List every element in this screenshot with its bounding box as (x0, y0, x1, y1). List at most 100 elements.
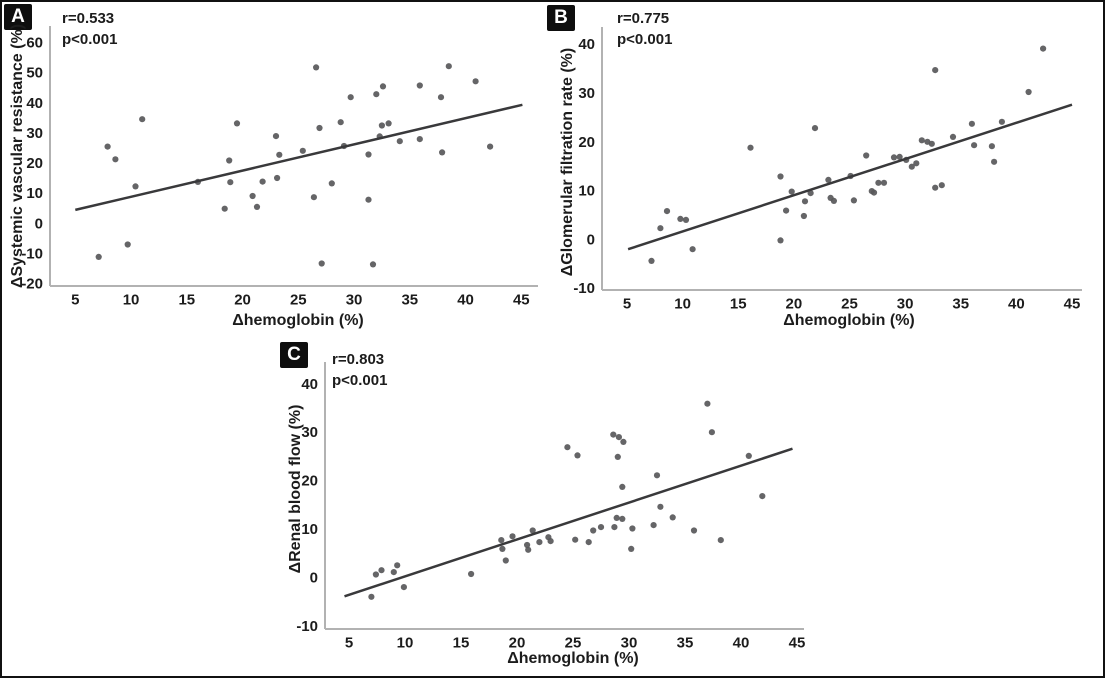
data-point (337, 119, 344, 126)
data-point (663, 208, 671, 215)
data-point (328, 180, 335, 187)
x-tick-label: 35 (952, 296, 969, 313)
data-point (299, 147, 306, 154)
data-point (416, 82, 423, 89)
data-point (524, 541, 531, 549)
data-point (373, 91, 380, 98)
x-axis-title: Δhemoglobin (%) (232, 312, 364, 329)
panel-b-badge: B (547, 5, 575, 31)
data-point (783, 207, 790, 214)
x-tick-label: 15 (178, 292, 195, 309)
y-tick-label: 40 (301, 376, 318, 393)
data-point (95, 253, 102, 260)
data-point (468, 570, 475, 578)
y-axis-title: ΔGlomerular filtration rate (%) (559, 47, 576, 277)
y-tick-label: 20 (301, 473, 318, 490)
data-point (498, 537, 505, 544)
r-value-label: r=0.803 (332, 351, 385, 368)
scatter-plot-b: 5 10 15 20 25 30 35 40 45 -10 0 10 20 30 40 (573, 27, 1082, 313)
data-point (650, 522, 657, 529)
data-point (896, 153, 903, 160)
data-point (801, 198, 809, 205)
x-tick-label: 40 (1008, 296, 1025, 313)
data-point (597, 524, 605, 531)
y-axis-title: ΔSystemic vascular resistance (%) (9, 23, 26, 289)
data-point (620, 438, 627, 445)
x-tick-label: 15 (730, 296, 747, 313)
data-point (830, 197, 837, 204)
x-tick-label: 30 (897, 296, 914, 313)
data-point (536, 539, 543, 546)
data-point (272, 133, 280, 140)
data-point (614, 453, 621, 460)
x-tick-label: 5 (71, 292, 79, 309)
data-point (378, 122, 385, 129)
data-point (233, 120, 241, 127)
data-point (1025, 88, 1032, 96)
data-point (932, 184, 939, 191)
data-point (1040, 45, 1047, 52)
y-tick-label: -10 (296, 618, 318, 635)
data-point (472, 78, 479, 85)
data-point (132, 183, 139, 190)
data-point (365, 196, 372, 203)
data-point (445, 63, 452, 70)
data-point (657, 225, 664, 232)
data-point (400, 584, 407, 591)
data-point (890, 154, 898, 161)
data-point (669, 514, 676, 521)
data-point (390, 569, 397, 576)
data-point (628, 545, 635, 552)
data-point (112, 156, 119, 163)
x-tick-label: 40 (457, 292, 474, 309)
data-point (499, 545, 506, 552)
panel-b: 5 10 15 20 25 30 35 40 45 -10 0 10 20 30 40 B r=0.775 … (545, 4, 1103, 337)
data-point (689, 246, 696, 253)
data-point (226, 157, 233, 164)
data-point (590, 527, 597, 534)
trendline (344, 447, 793, 598)
data-point (365, 151, 372, 158)
data-point (928, 140, 935, 147)
x-tick-label: 25 (841, 296, 858, 313)
data-point (949, 133, 957, 140)
x-tick-label: 25 (290, 292, 307, 309)
y-tick-label: 40 (26, 95, 43, 112)
data-point (372, 571, 379, 578)
x-tick-label: 20 (786, 296, 803, 313)
data-point (139, 116, 146, 123)
data-point (274, 174, 281, 182)
y-tick-label: 50 (26, 65, 43, 82)
data-point (619, 515, 626, 522)
data-point (610, 431, 617, 438)
x-tick-label: 45 (513, 292, 530, 309)
data-point (825, 176, 832, 183)
data-point (880, 179, 888, 186)
x-tick-label: 35 (401, 292, 418, 309)
panel-a-badge: A (4, 4, 32, 30)
y-axis-title: ΔRenal blood flow (%) (287, 404, 304, 574)
x-tick-label: 10 (674, 296, 691, 313)
data-point (908, 163, 915, 170)
data-point (313, 64, 320, 71)
panel-a-annotation: r=0.533 p<0.001 (62, 8, 117, 50)
x-tick-label: 25 (565, 635, 582, 652)
scatter-plot-a: 5 10 15 20 25 30 35 40 45 -20 -10 0 10 20 30 40 50 60 (21, 26, 538, 309)
data-point (585, 539, 592, 546)
r-value-label: r=0.775 (617, 10, 670, 27)
x-axis-title: Δhemoglobin (%) (507, 650, 639, 667)
x-tick-label: 5 (345, 635, 353, 652)
data-point (437, 94, 445, 101)
data-point (629, 525, 636, 532)
y-tick-label: 60 (26, 35, 43, 52)
p-value-label: p<0.001 (617, 31, 673, 48)
x-tick-label: 30 (346, 292, 363, 309)
data-point (863, 152, 870, 159)
data-point (648, 257, 655, 264)
data-point (613, 514, 620, 521)
data-point (416, 136, 423, 143)
data-point (788, 188, 795, 195)
data-point (800, 212, 807, 220)
data-point (653, 472, 661, 479)
